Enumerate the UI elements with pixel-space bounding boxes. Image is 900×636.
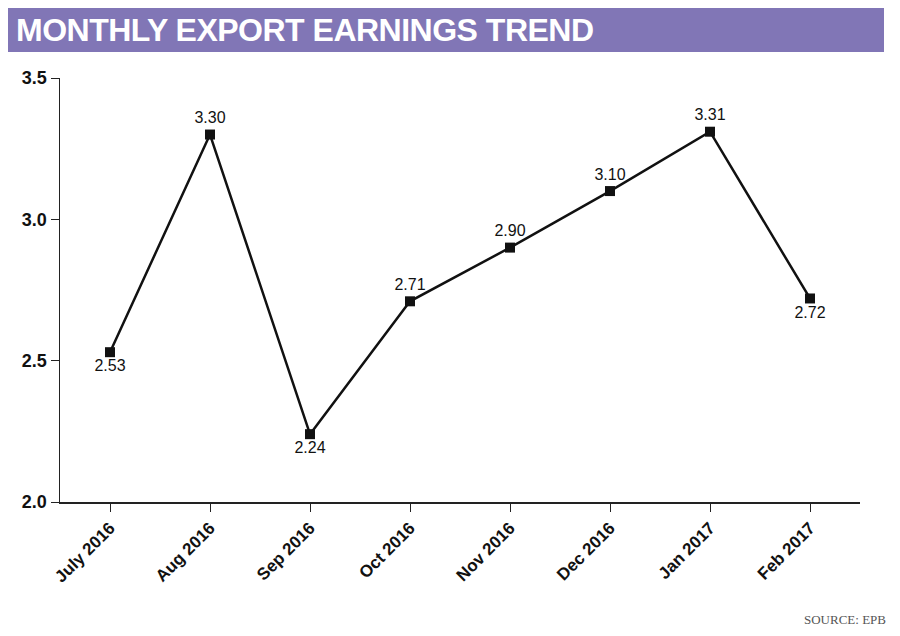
svg-text:July 2016: July 2016	[51, 519, 119, 587]
html-text:MONTHLY EXPORT EARNINGS TREND: MONTHLY EXPORT EARNINGS TREND	[16, 12, 594, 48]
svg-text:Jan 2017: Jan 2017	[655, 519, 719, 583]
svg-text:Feb 2017: Feb 2017	[754, 519, 819, 584]
svg-text:2.5: 2.5	[22, 351, 47, 371]
svg-text:Oct 2016: Oct 2016	[355, 519, 419, 583]
svg-text:3.0: 3.0	[22, 210, 47, 230]
svg-text:Dec 2016: Dec 2016	[553, 519, 619, 585]
svg-text:Aug 2016: Aug 2016	[152, 519, 219, 586]
svg-text:3.31: 3.31	[694, 106, 725, 123]
svg-text:3.10: 3.10	[594, 166, 625, 183]
svg-text:2.72: 2.72	[794, 304, 825, 321]
svg-text:2.90: 2.90	[494, 222, 525, 239]
svg-text:2.0: 2.0	[22, 492, 47, 512]
svg-text:Nov 2016: Nov 2016	[453, 519, 519, 585]
svg-text:2.71: 2.71	[394, 276, 425, 293]
svg-text:3.30: 3.30	[194, 109, 225, 126]
html-text:SOURCE: EPB: SOURCE: EPB	[804, 612, 886, 627]
svg-text:2.24: 2.24	[294, 439, 325, 456]
svg-text:Sep 2016: Sep 2016	[253, 519, 319, 585]
svg-text:3.5: 3.5	[22, 68, 47, 88]
svg-text:2.53: 2.53	[94, 357, 125, 374]
